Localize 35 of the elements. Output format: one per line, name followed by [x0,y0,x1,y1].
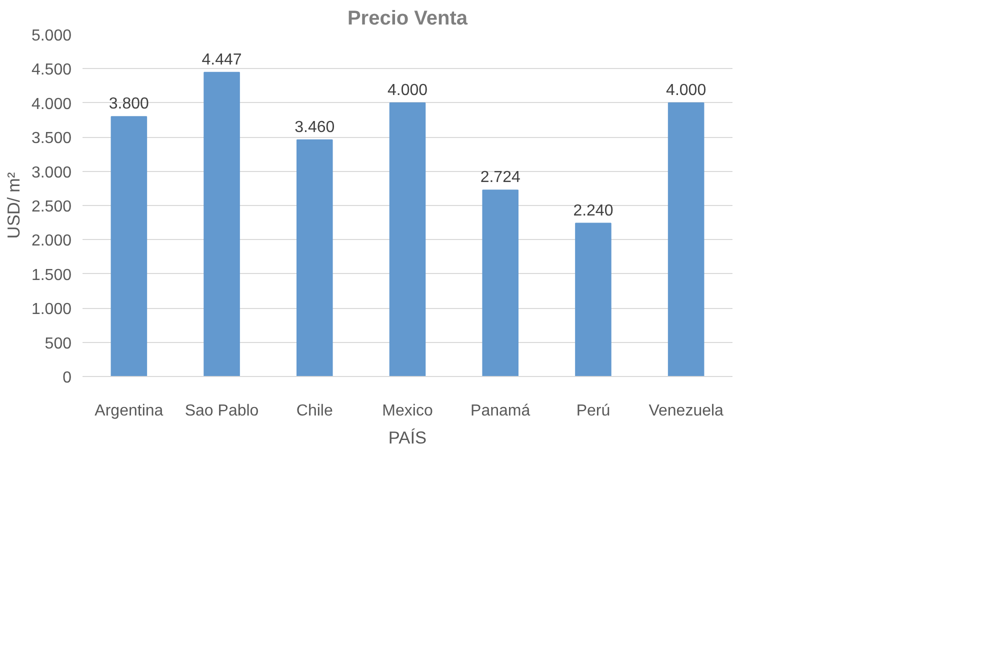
y-tick-label: 2.500 [31,198,72,216]
y-tick-label: 4.000 [31,96,72,113]
x-tick-label: Panamá [470,402,530,420]
x-tick-label: Sao Pablo [184,402,259,420]
x-tick-label: Mexico [382,402,433,420]
y-tick-label: 500 [44,335,72,352]
x-axis-title: PAÍS [388,428,427,448]
y-tick-label: 4.500 [31,62,72,79]
y-axis-title: USD/ m² [3,172,24,239]
y-tick-label: 1.000 [31,301,72,318]
bar [575,222,612,376]
bar [204,72,240,376]
chart-title: Precio Venta [347,8,468,30]
data-label: 3.460 [294,118,335,136]
y-tick-label: 2.000 [31,232,72,250]
x-tick-label: Chile [296,402,333,420]
x-tick-label: Argentina [94,402,164,420]
y-tick-label: 5.000 [31,28,72,44]
data-label: 3.800 [108,96,150,113]
x-tick-label: Perú [576,402,610,420]
y-tick-label: 3.500 [31,130,72,148]
bar [482,190,518,376]
bar [668,102,704,376]
data-label: 4.000 [666,82,706,99]
data-label: 2.724 [480,169,520,186]
bar [110,116,148,376]
bar [389,102,426,376]
data-label: 2.240 [573,202,614,220]
y-tick-label: 0 [62,370,72,386]
y-tick-label: 3.000 [31,164,72,182]
bar [296,139,333,376]
data-label: 4.447 [202,51,242,68]
data-label: 4.000 [387,82,428,99]
x-tick-label: Venezuela [648,402,724,420]
y-tick-label: 1.500 [31,266,72,284]
